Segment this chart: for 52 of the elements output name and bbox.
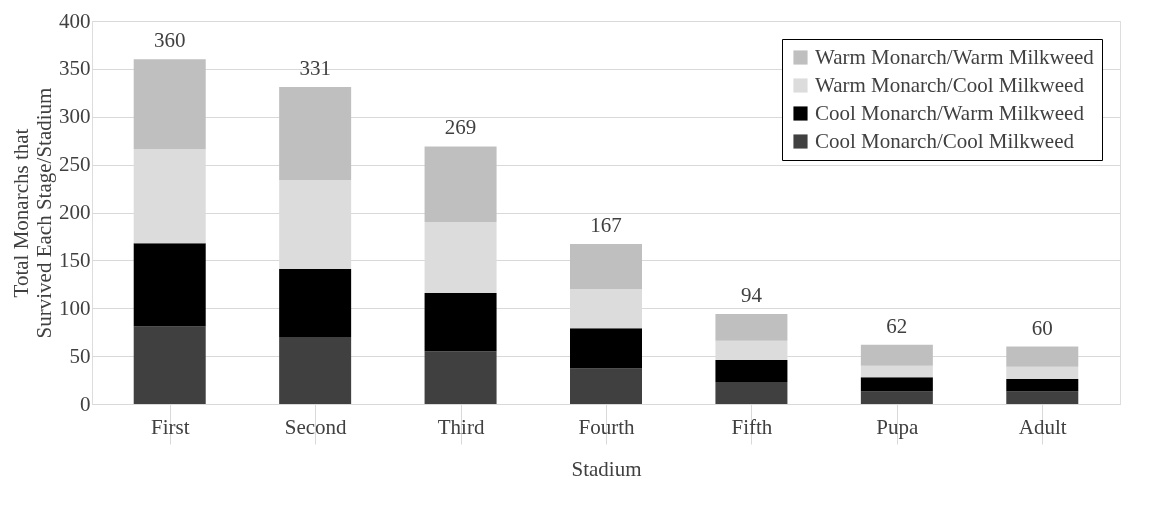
y-tick-label: 200 — [59, 200, 91, 224]
bar — [860, 391, 933, 404]
x-tick-label: Pupa — [876, 414, 920, 439]
legend-label: Cool Monarch/Cool Milkweed — [815, 128, 1075, 153]
total-label: 94 — [740, 282, 763, 307]
y-tick-label: 250 — [59, 152, 91, 177]
legend-label: Warm Monarch/Cool Milkweed — [815, 72, 1085, 97]
y-tick-label: 100 — [59, 295, 91, 320]
y-tick-label: 400 — [59, 8, 91, 33]
bar — [1006, 346, 1079, 367]
bar — [715, 359, 788, 382]
bar — [715, 314, 788, 341]
x-tick-label: Fourth — [578, 414, 635, 439]
x-axis-title: Stadium — [571, 457, 642, 481]
total-label: 360 — [153, 28, 186, 53]
bar — [1006, 391, 1079, 404]
bar — [133, 243, 206, 327]
legend-label: Warm Monarch/Warm Milkweed — [815, 44, 1095, 69]
bar — [860, 365, 933, 378]
bar — [279, 87, 352, 180]
y-tick-label: 0 — [80, 391, 91, 416]
y-tick-label: 350 — [59, 56, 91, 81]
total-label: 62 — [886, 313, 908, 338]
bar — [1006, 379, 1079, 392]
y-axis-title: Total Monarchs that Survived Each Stage/Stadium — [9, 87, 56, 339]
bar — [133, 326, 206, 404]
total-label: 60 — [1031, 315, 1053, 340]
bar — [860, 377, 933, 392]
bar — [570, 328, 642, 369]
bar — [133, 59, 206, 150]
bar — [860, 344, 933, 366]
total-label: 269 — [444, 115, 477, 140]
x-tick-label: First — [150, 414, 190, 439]
total-label: 167 — [590, 213, 622, 238]
bar — [715, 381, 788, 404]
x-tick-label: Adult — [1018, 414, 1067, 439]
x-tick-label: Second — [284, 414, 348, 439]
y-tick-label: 50 — [69, 343, 91, 368]
y-tick-label: 150 — [59, 247, 91, 272]
legend-label: Cool Monarch/Warm Milkweed — [815, 100, 1085, 125]
x-tick-label: Third — [437, 414, 485, 439]
bar — [424, 146, 497, 223]
bar — [424, 292, 497, 352]
bar — [570, 244, 642, 290]
x-tick-label: Fifth — [731, 414, 773, 439]
y-tick-label: 300 — [59, 104, 91, 129]
total-label: 331 — [299, 56, 331, 81]
bar — [424, 351, 497, 404]
bar — [570, 368, 642, 404]
bar — [279, 336, 352, 404]
bar — [1006, 366, 1079, 380]
bar — [279, 268, 352, 337]
